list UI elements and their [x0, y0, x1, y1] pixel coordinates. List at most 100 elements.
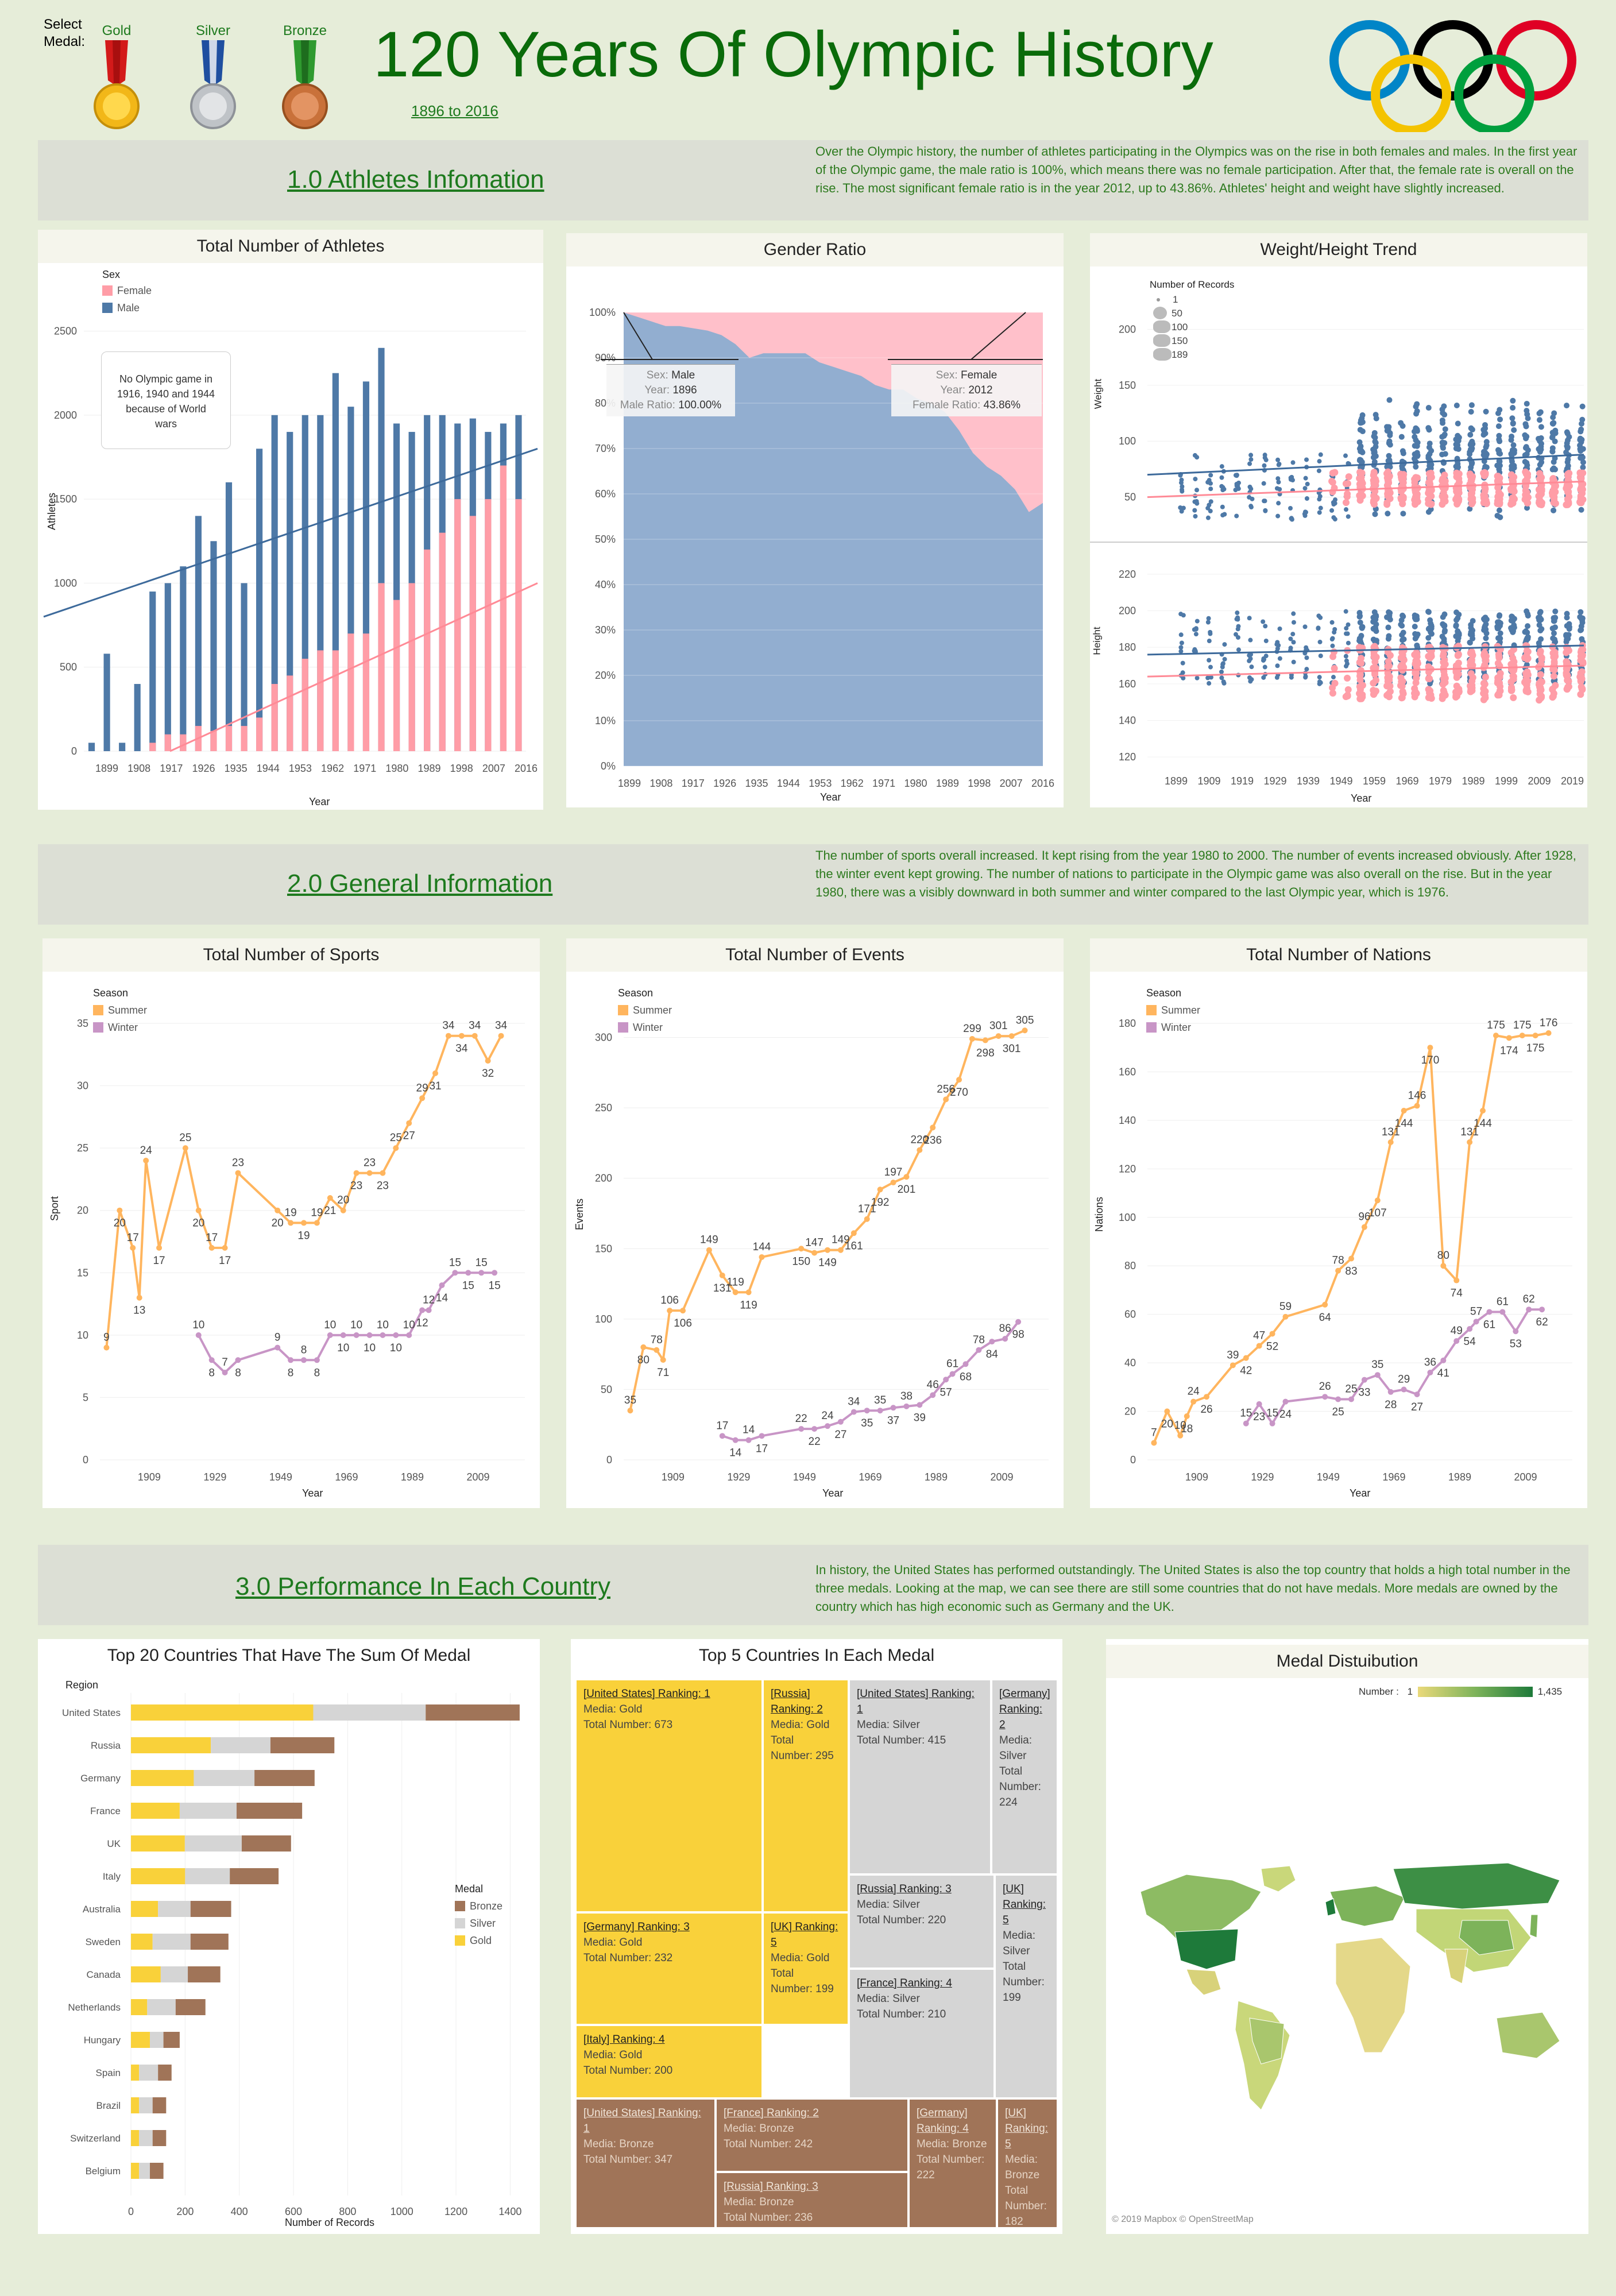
events-point-summer [995, 1033, 1002, 1039]
treemap-tile[interactable]: [France] Ranking: 4 Media: Silver Total Nu… [849, 1969, 995, 2098]
sports-data-label: 29 [416, 1082, 428, 1094]
treemap-tile-detail: Total Number: 200 [583, 2065, 673, 2077]
bronze-medal-filter[interactable]: Bronze [279, 23, 331, 132]
male-height-point [1194, 619, 1200, 624]
female-weight-point [1411, 476, 1418, 483]
athletes-bar-male [301, 415, 308, 751]
female-weight-point [1536, 486, 1543, 494]
treemap-tile-detail: Total [1005, 2185, 1029, 2197]
treemap-tile[interactable]: [United States] Ranking: 1 Media: Silver T… [849, 1679, 991, 1874]
female-weight-point [1441, 471, 1448, 479]
map-region-greenland [1261, 1865, 1296, 1892]
map-panel-title: Medal Distuibution [1106, 1645, 1588, 1678]
olympic-rings-logo [1329, 20, 1576, 132]
athletes-legend-male[interactable]: Male [102, 302, 140, 314]
male-weight-point [1566, 434, 1572, 440]
male-height-point [1385, 624, 1391, 631]
female-height-point [1509, 667, 1516, 674]
athletes-bar-female [256, 717, 263, 751]
nations-point-summer [1230, 1362, 1236, 1369]
wh-legend[interactable]: 1 50 100 150 189 [1153, 293, 1188, 362]
top20-bar-gold [131, 1966, 161, 1982]
world-map[interactable] [1106, 1639, 1588, 2234]
events-point-winter [917, 1402, 923, 1408]
gender-chart: 0%10%20%30%40%50%60%70%80%90%100%1899 190… [589, 307, 1054, 789]
events-legend[interactable]: Season Summer Winter [618, 987, 672, 1033]
treemap-tile-detail: Media: Silver [857, 1719, 920, 1731]
treemap-tile[interactable]: [Germany] Ranking: 2 Media: Silver Total Num… [991, 1679, 1058, 1874]
nations-legend[interactable]: Season Summer Winter [1146, 987, 1201, 1033]
female-trend-line [169, 582, 538, 752]
male-weight-point [1316, 468, 1321, 473]
treemap-tile[interactable]: [Italy] Ranking: 4 Media: Gold Total Numbe… [575, 2025, 763, 2098]
female-weight-point [1454, 499, 1462, 507]
gold-medal-filter[interactable]: Gold [91, 23, 142, 132]
treemap-tile[interactable]: [Germany] Ranking: 4 Media: Bronze Total N… [908, 2098, 997, 2228]
male-height-point [1221, 679, 1226, 685]
nations-data-label: 175 [1513, 1019, 1532, 1031]
male-height-point [1236, 647, 1241, 652]
male-weight-point [1359, 412, 1366, 418]
treemap-tile-detail: Media: Gold [771, 1719, 830, 1731]
treemap-tile[interactable]: [UK] Ranking: 5 Media: Bronze Total Number: 1… [997, 2098, 1058, 2228]
female-height-point [1413, 653, 1421, 660]
treemap-tile-name: [UK] Ranking: 5 [1003, 1883, 1046, 1926]
female-weight-point [1467, 477, 1475, 484]
nations-point-summer [1480, 1108, 1486, 1114]
year-range-link[interactable]: 1896 to 2016 [411, 102, 498, 119]
female-height-point [1538, 693, 1545, 700]
female-height-point [1524, 655, 1532, 662]
athletes-bar-male [119, 743, 126, 751]
map-legend[interactable]: Number : 1 1,435 [1359, 1686, 1563, 1697]
sports-legend[interactable]: Season Summer Winter [93, 987, 148, 1033]
events-point-summer [680, 1308, 686, 1314]
male-height-point [1181, 675, 1186, 681]
events-point-winter [745, 1437, 752, 1443]
treemap-tile-name: [Russia] Ranking: 3 [857, 1883, 952, 1895]
treemap-tile[interactable]: [UK] Ranking: 5 Media: Silver Total Number: 1… [995, 1874, 1058, 2098]
male-weight-point [1208, 481, 1213, 486]
events-panel: Total Number of Events 0 50 100 150 200 250 30… [566, 938, 1064, 1508]
male-weight-point [1483, 408, 1489, 415]
sports-x-tick: 1969 [335, 1471, 358, 1483]
top20-bar-bronze [254, 1770, 315, 1786]
treemap-tile[interactable]: [United States] Ranking: 1 Media: Gold Tot… [575, 1679, 763, 1912]
top20-legend[interactable]: Medal Bronze Silver Gold [455, 1883, 503, 1946]
events-point-summer [930, 1124, 936, 1131]
events-y-tick: 0 [606, 1454, 612, 1466]
treemap-tile[interactable]: [UK] Ranking: 5 Media: Gold Total Number: 1… [763, 1912, 849, 2025]
athletes-x-tick: 2007 [482, 763, 505, 774]
male-height-point [1455, 629, 1462, 636]
events-point-winter [962, 1361, 969, 1367]
athletes-legend-female[interactable]: Female [102, 285, 152, 297]
male-weight-point [1564, 429, 1570, 435]
male-height-point [1440, 614, 1446, 620]
section-desc-country: In history, the United States has perfor… [815, 1563, 1571, 1614]
treemap-tile[interactable]: [Russia] Ranking: 2 Media: Gold Total Numbe… [763, 1679, 849, 1912]
map-region-north-america [1140, 1874, 1262, 1955]
female-height-point [1426, 646, 1434, 654]
nations-data-label: 41 [1437, 1367, 1449, 1379]
silver-medal-filter[interactable]: Silver [187, 23, 239, 132]
sports-data-label: 32 [482, 1068, 494, 1080]
treemap-tile[interactable]: [France] Ranking: 2 Media: Bronze Total Nu… [716, 2098, 908, 2172]
nations-point-winter [1453, 1338, 1460, 1344]
female-weight-point [1455, 470, 1463, 478]
sports-data-label: 7 [222, 1356, 228, 1369]
sports-point-winter [275, 1344, 281, 1351]
treemap-tile[interactable]: [Germany] Ranking: 3 Media: Gold Total Num… [575, 1912, 763, 2025]
female-height-point [1425, 686, 1432, 693]
sports-data-label: 23 [350, 1180, 362, 1192]
athletes-bar-female [164, 734, 171, 751]
sports-data-label: 19 [297, 1230, 310, 1242]
female-height-point [1563, 686, 1571, 693]
female-weight-point [1412, 501, 1419, 508]
treemap-tile[interactable]: [United States] Ranking: 1 Media: Bronze T… [575, 2098, 716, 2228]
treemap-tile[interactable]: [Russia] Ranking: 3 Media: Silver Total Nu… [849, 1874, 995, 1969]
treemap-tile[interactable]: [Russia] Ranking: 3 Media: Bronze Total Nu… [716, 2172, 908, 2228]
female-weight-point [1428, 486, 1435, 494]
male-height-point [1467, 640, 1473, 646]
nations-point-summer [1532, 1033, 1538, 1039]
nations-y-tick: 40 [1124, 1357, 1136, 1369]
events-data-label: 149 [700, 1234, 718, 1246]
